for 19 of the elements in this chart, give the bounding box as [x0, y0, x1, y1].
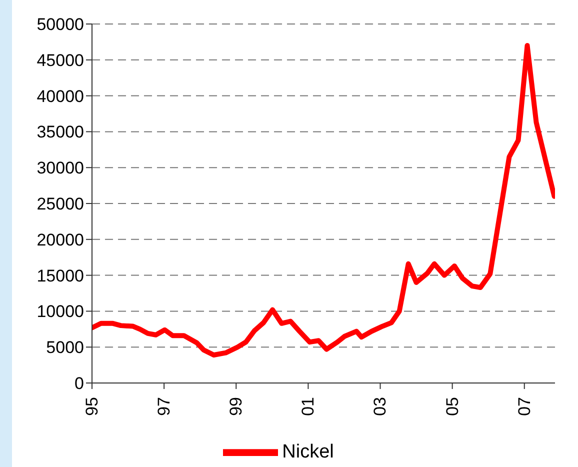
legend-label: Nickel: [282, 442, 334, 463]
y-tick-label: 40000: [36, 86, 84, 106]
y-tick-label: 20000: [36, 230, 84, 250]
y-tick-label: 0: [74, 374, 84, 394]
y-tick-label: 30000: [36, 158, 84, 178]
x-tick-label: 05: [442, 397, 462, 416]
x-tick-label: 07: [514, 397, 534, 416]
y-tick-label: 35000: [36, 122, 84, 142]
x-tick-label: 95: [82, 397, 102, 416]
x-tick-label: 03: [370, 397, 390, 416]
y-tick-label: 45000: [36, 50, 84, 70]
y-tick-label: 15000: [36, 266, 84, 286]
x-tick-label: 99: [226, 397, 246, 416]
y-tick-label: 10000: [36, 302, 84, 322]
x-tick-label: 97: [154, 397, 174, 416]
y-tick-label: 5000: [46, 338, 84, 358]
y-tick-label: 50000: [36, 15, 84, 34]
x-tick-label: 01: [298, 397, 318, 416]
y-tick-label: 25000: [36, 194, 84, 214]
